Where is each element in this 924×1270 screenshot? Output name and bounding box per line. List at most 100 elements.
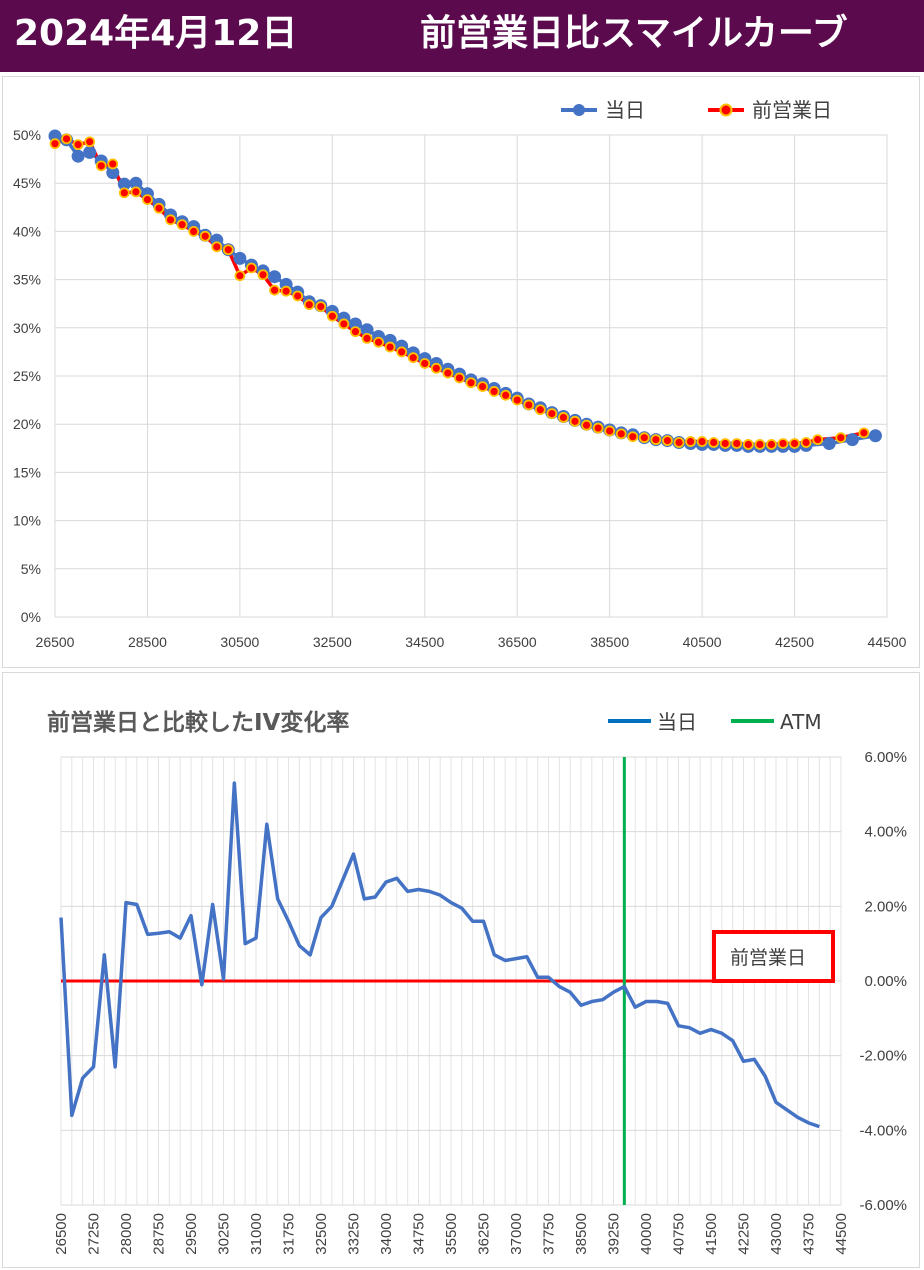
chart1-prev-point: [546, 408, 558, 419]
chart1-prev-point: [488, 386, 500, 397]
chart2-x-tick: 33250: [346, 1213, 363, 1255]
legend-today-marker: [573, 104, 585, 116]
chart1-prev-point: [454, 372, 465, 384]
chart1-prev-point: [800, 437, 812, 448]
chart1-prev-point: [500, 389, 512, 401]
iv-change-panel: 前営業日と比較したIV変化率 -6.00% -4.00% -2.00% 0.00% 2.…: [2, 672, 920, 1268]
chart1-x-tick: 40500: [683, 634, 722, 650]
chart1-y-tick: 20%: [13, 416, 41, 432]
chart1-prev-point: [118, 187, 130, 199]
chart1-x-tick: 36500: [498, 634, 537, 650]
chart1-prev-point: [558, 412, 569, 423]
chart1-x-tick: 34500: [405, 634, 444, 650]
chart1-prev-point: [627, 431, 639, 443]
chart1-prev-point: [835, 432, 847, 444]
chart1-today-point: [268, 270, 282, 284]
chart1-x-ticks: 26500 28500 30500 32500 34500 36500 38500 40500…: [36, 634, 907, 650]
chart1-today-point: [71, 149, 85, 163]
chart1-today-point: [117, 177, 131, 191]
smile-curve-panel: 0% 5% 10% 15% 20% 25% 30% 35% 40% 45% 50% 26500 285…: [2, 76, 920, 668]
chart1-prev-point: [465, 377, 477, 389]
chart2-x-tick: 28000: [118, 1213, 135, 1255]
chart1-prev-point: [280, 285, 292, 297]
iv-change-chart: 前営業日と比較したIV変化率 -6.00% -4.00% -2.00% 0.00% 2.…: [47, 709, 907, 1255]
chart1-prev-point: [188, 225, 200, 237]
chart1-prev-point: [719, 438, 731, 449]
chart1-prev-point: [731, 438, 743, 449]
chart1-y-tick: 15%: [13, 464, 41, 480]
chart1-today-point: [233, 251, 247, 265]
chart1-prev-point: [511, 394, 523, 406]
chart1-today-point: [845, 433, 859, 447]
chart1-prev-point: [777, 438, 789, 449]
chart1-today-point: [868, 429, 882, 443]
chart1-today-line: [54, 134, 876, 449]
chart1-prev-point: [789, 438, 800, 449]
chart1-prev-point: [592, 422, 604, 434]
chart2-x-tick: 43750: [801, 1213, 818, 1255]
chart2-series: [59, 757, 820, 1205]
header-date: 2024年4月12日: [14, 13, 298, 54]
annotation-label: 前営業日: [730, 947, 806, 969]
chart2-today-line: [59, 781, 820, 1129]
chart1-today-point: [348, 317, 362, 331]
chart1-prev-point: [673, 437, 685, 448]
chart2-x-tick: 35500: [443, 1213, 460, 1255]
chart1-y-tick: 0%: [21, 609, 41, 625]
chart1-prev-point: [49, 138, 61, 150]
chart2-y-tick: 0.00%: [864, 973, 907, 990]
chart1-prev-point: [72, 139, 84, 151]
chart1-prev-point: [534, 404, 546, 416]
chart2-y-tick: 6.00%: [864, 749, 907, 766]
chart1-prev-point: [246, 262, 257, 274]
chart1-prev-point: [61, 133, 72, 145]
chart1-today-point: [360, 323, 374, 337]
chart1-prev-line: [54, 137, 865, 447]
chart1-prev-point: [165, 214, 176, 226]
chart1-prev-point: [581, 419, 592, 431]
chart2-y-tick: 2.00%: [864, 898, 907, 915]
chart1-y-tick: 25%: [13, 368, 41, 384]
chart1-x-tick: 26500: [36, 634, 75, 650]
chart1-prev-point: [754, 439, 766, 450]
annotation-box: [712, 930, 835, 983]
chart1-x-tick: 38500: [590, 634, 629, 650]
chart1-today-point: [106, 166, 120, 180]
chart1-x-tick: 32500: [313, 634, 352, 650]
chart1-prev-point: [234, 270, 246, 282]
chart1-prev-point: [142, 194, 153, 205]
chart2-x-ticks: 26500 27250 28000 28750 29500 30250 31000 31750…: [53, 1213, 850, 1255]
chart1-prev-point: [384, 341, 396, 353]
chart1-prev-point: [638, 432, 650, 444]
chart2-x-tick: 34750: [411, 1213, 428, 1255]
chart2-title: 前営業日と比較したIV変化率: [47, 709, 349, 736]
chart1-prev-point: [442, 367, 454, 379]
chart1-prev-point: [650, 434, 662, 446]
chart1-prev-point: [326, 310, 338, 322]
chart1-prev-point: [361, 333, 373, 344]
chart2-x-tick: 31000: [248, 1213, 265, 1255]
chart1-prev-point: [211, 241, 223, 253]
chart2-x-tick: 34000: [378, 1213, 395, 1255]
chart1-y-tick: 40%: [13, 223, 41, 239]
legend-today-label: 当日: [605, 98, 645, 122]
chart1-prev-point: [176, 219, 188, 231]
chart2-x-tick: 42250: [736, 1213, 753, 1255]
legend2-today-label: 当日: [657, 710, 697, 734]
prev-day-annotation: 前営業日: [712, 930, 835, 983]
chart1-y-tick: 35%: [13, 272, 41, 288]
chart2-x-tick: 40000: [638, 1213, 655, 1255]
chart1-prev-point: [407, 352, 419, 364]
chart1-prev-point: [130, 186, 142, 198]
chart1-prev-point: [107, 158, 119, 170]
chart2-x-tick: 29500: [183, 1213, 200, 1255]
chart1-prev-point: [350, 326, 361, 338]
chart2-x-tick: 40750: [671, 1213, 688, 1255]
chart1-prev-point: [477, 381, 488, 393]
chart1-prev-point: [858, 427, 870, 439]
chart1-y-tick: 10%: [13, 513, 41, 529]
chart1-prev-point: [153, 202, 165, 214]
legend2-atm-label: ATM: [780, 710, 822, 734]
chart1-today-point: [48, 129, 62, 143]
chart1-y-tick: 5%: [21, 561, 41, 577]
